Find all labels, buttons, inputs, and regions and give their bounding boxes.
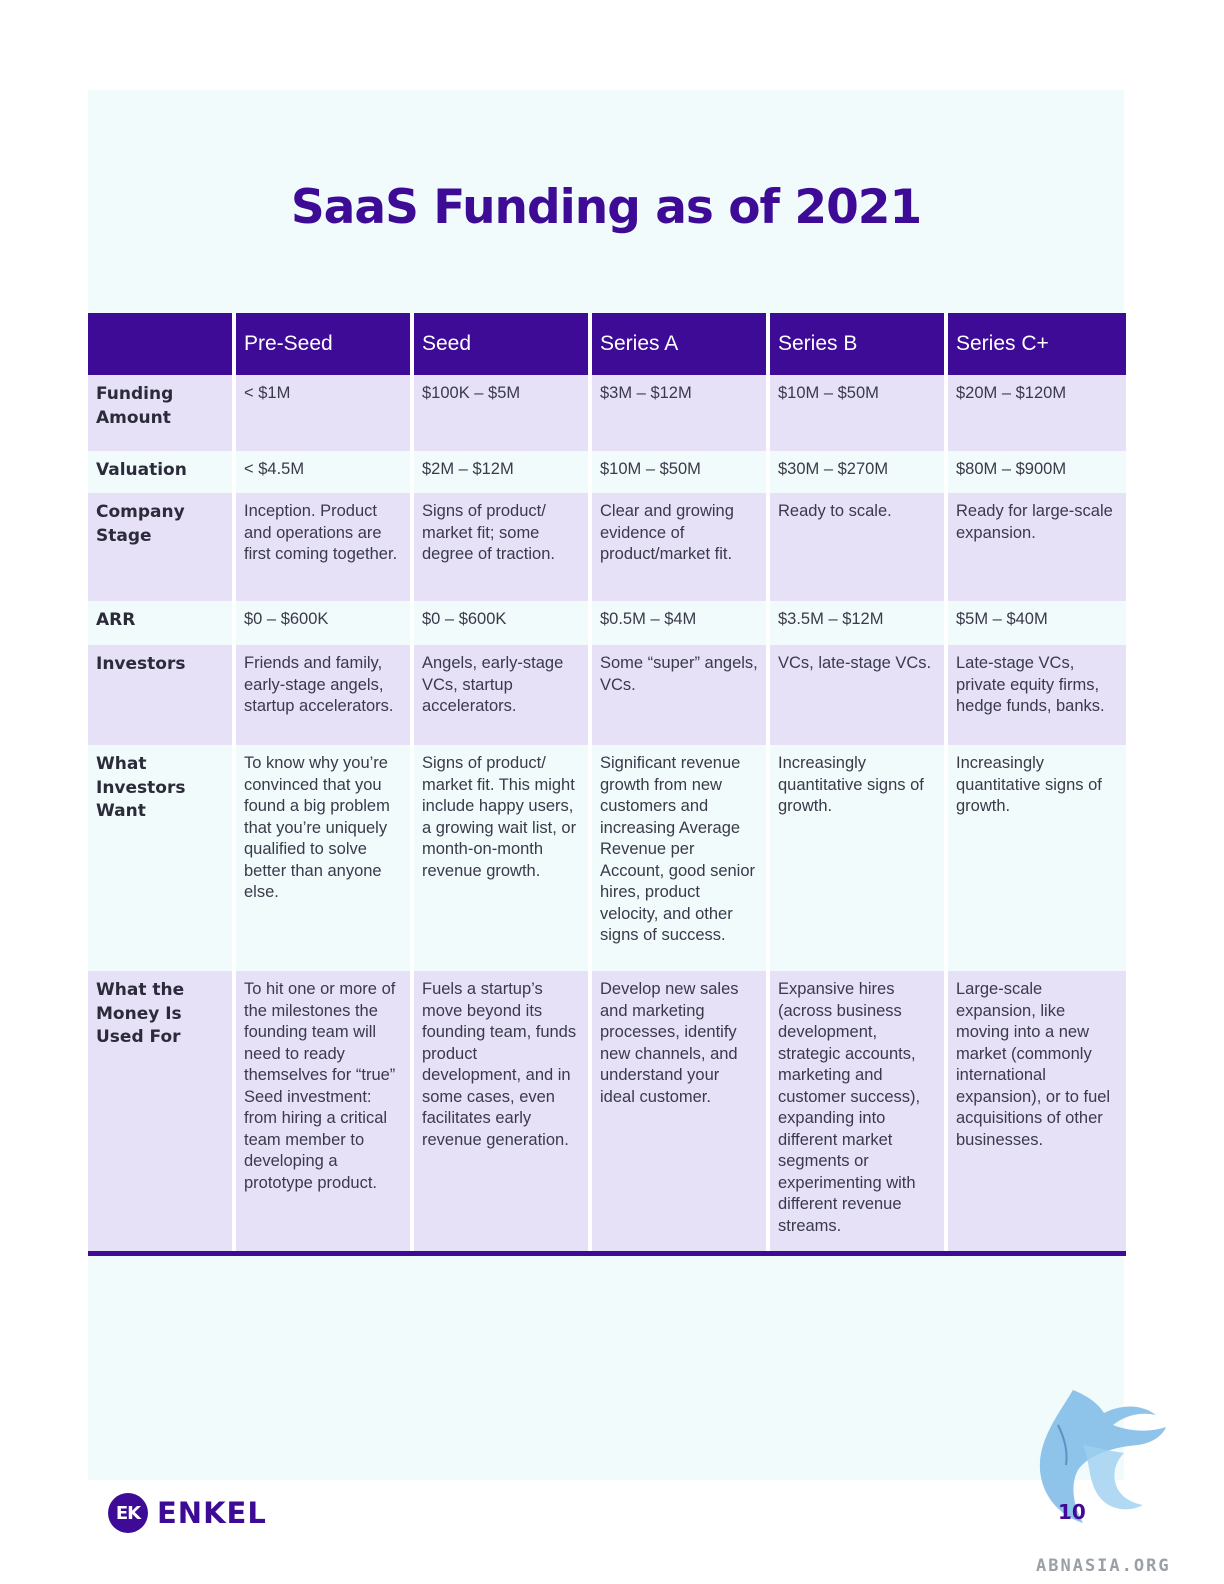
table-cell: Significant revenue growth from new cust… [592, 745, 770, 971]
column-header-series-b: Series B [770, 313, 948, 375]
table-cell: $20M – $120M [948, 375, 1126, 451]
column-header-series-c: Series C+ [948, 313, 1126, 375]
site-watermark: ABNASIA.ORG [1036, 1556, 1171, 1576]
table-cell: Develop new sales and marketing processe… [592, 971, 770, 1251]
row-label: What the Money Is Used For [88, 971, 236, 1251]
table-row-investors: Investors Friends and family, early-stag… [88, 645, 1126, 745]
column-header-empty [88, 313, 236, 375]
table-row-company-stage: Company Stage Inception. Product and ope… [88, 493, 1126, 601]
table-cell: Angels, early-stage VCs, startup acceler… [414, 645, 592, 745]
table-cell: $30M – $270M [770, 451, 948, 493]
table-cell: Large-scale expansion, like moving into … [948, 971, 1126, 1251]
table-cell: Clear and growing evidence of product/ma… [592, 493, 770, 601]
table-cell: $5M – $40M [948, 601, 1126, 645]
table-cell: $10M – $50M [770, 375, 948, 451]
table-cell: VCs, late-stage VCs. [770, 645, 948, 745]
table-cell: Late-stage VCs, private equity firms, he… [948, 645, 1126, 745]
table-row-valuation: Valuation < $4.5M $2M – $12M $10M – $50M… [88, 451, 1126, 493]
table-row-funding-amount: Funding Amount < $1M $100K – $5M $3M – $… [88, 375, 1126, 451]
table-cell: $0.5M – $4M [592, 601, 770, 645]
table-cell: Fuels a startup’s move beyond its foundi… [414, 971, 592, 1251]
table-cell: To hit one or more of the milestones the… [236, 971, 414, 1251]
table-cell: Signs of product/ market fit; some degre… [414, 493, 592, 601]
table-cell: Some “super” angels, VCs. [592, 645, 770, 745]
row-label: What Investors Want [88, 745, 236, 971]
logo-mark-icon: EK [108, 1493, 148, 1533]
page-number: 10 [1058, 1500, 1086, 1524]
table-cell: $0 – $600K [236, 601, 414, 645]
table-cell: Increasingly quantitative signs of growt… [948, 745, 1126, 971]
table-cell: < $1M [236, 375, 414, 451]
row-label: ARR [88, 601, 236, 645]
enkel-logo: EK ENKEL [108, 1493, 267, 1533]
table-cell: $3.5M – $12M [770, 601, 948, 645]
table-cell: < $4.5M [236, 451, 414, 493]
griffin-icon [1039, 1390, 1166, 1523]
table-cell: Signs of product/ market fit. This might… [414, 745, 592, 971]
table-cell: Ready to scale. [770, 493, 948, 601]
logo-text: ENKEL [157, 1496, 267, 1530]
table-cell: Inception. Product and operations are fi… [236, 493, 414, 601]
row-label: Company Stage [88, 493, 236, 601]
row-label: Investors [88, 645, 236, 745]
table-cell: Expansive hires (across business develop… [770, 971, 948, 1251]
table-cell: Ready for large-scale expansion. [948, 493, 1126, 601]
table-cell: $3M – $12M [592, 375, 770, 451]
table-row-what-investors-want: What Investors Want To know why you’re c… [88, 745, 1126, 971]
column-header-seed: Seed [414, 313, 592, 375]
table-cell: Increasingly quantitative signs of growt… [770, 745, 948, 971]
table-cell: Friends and family, early-stage angels, … [236, 645, 414, 745]
table-row-arr: ARR $0 – $600K $0 – $600K $0.5M – $4M $3… [88, 601, 1126, 645]
funding-table: Pre-Seed Seed Series A Series B Series C… [88, 313, 1126, 1256]
page-title: SaaS Funding as of 2021 [290, 180, 922, 235]
table-cell: $100K – $5M [414, 375, 592, 451]
row-label: Valuation [88, 451, 236, 493]
column-header-series-a: Series A [592, 313, 770, 375]
table-cell: $2M – $12M [414, 451, 592, 493]
column-header-pre-seed: Pre-Seed [236, 313, 414, 375]
table-cell: $10M – $50M [592, 451, 770, 493]
table-cell: To know why you’re convinced that you fo… [236, 745, 414, 971]
row-label: Funding Amount [88, 375, 236, 451]
table-row-what-money-used-for: What the Money Is Used For To hit one or… [88, 971, 1126, 1251]
table-cell: $0 – $600K [414, 601, 592, 645]
table-header-row: Pre-Seed Seed Series A Series B Series C… [88, 313, 1126, 375]
table-cell: $80M – $900M [948, 451, 1126, 493]
